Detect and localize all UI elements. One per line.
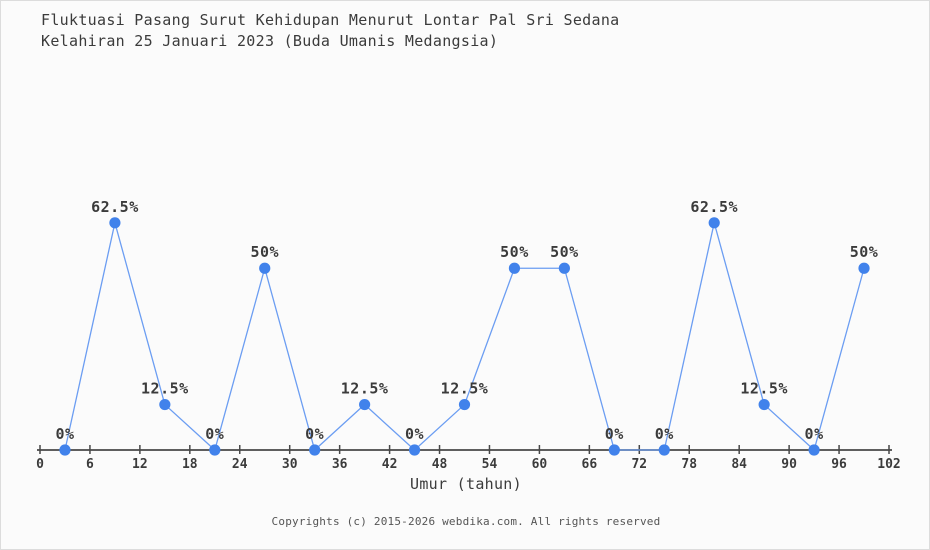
x-tick-label: 54 xyxy=(482,457,498,472)
data-point-label: 0% xyxy=(605,425,624,443)
chart-title: Fluktuasi Pasang Surut Kehidupan Menurut… xyxy=(41,10,620,52)
data-point xyxy=(458,398,471,411)
data-point-label: 0% xyxy=(405,425,424,443)
data-point xyxy=(159,398,171,411)
data-point xyxy=(309,444,321,456)
x-tick-label: 36 xyxy=(332,457,348,472)
x-tick-label: 48 xyxy=(432,457,448,472)
x-tick-label: 18 xyxy=(182,457,198,472)
data-point-label: 12.5% xyxy=(740,380,788,398)
data-point xyxy=(608,444,620,456)
x-tick-label: 96 xyxy=(831,457,847,472)
data-point xyxy=(508,262,521,274)
data-point xyxy=(708,217,720,229)
data-point xyxy=(858,262,870,274)
x-tick-label: 66 xyxy=(582,457,598,472)
x-tick-label: 72 xyxy=(631,457,647,472)
copyright-text: Copyrights (c) 2015-2026 webdika.com. Al… xyxy=(271,515,661,528)
x-tick-label: 12 xyxy=(132,457,148,472)
x-tick-label: 30 xyxy=(282,457,298,472)
data-point-label: 0% xyxy=(805,425,824,443)
x-tick-label: 0 xyxy=(36,457,44,472)
data-point-label: 50% xyxy=(250,243,279,261)
data-point xyxy=(758,398,770,411)
chart-title-line2: Kelahiran 25 Januari 2023 (Buda Umanis M… xyxy=(41,32,499,50)
x-tick-label: 84 xyxy=(731,457,747,472)
data-point-label: 12.5% xyxy=(341,380,389,398)
data-point xyxy=(109,217,121,229)
data-point xyxy=(658,444,670,456)
data-point-label: 0% xyxy=(305,425,324,443)
x-tick-label: 60 xyxy=(532,457,548,472)
data-point-label: 12.5% xyxy=(441,380,489,398)
data-point xyxy=(408,444,421,456)
x-tick-label: 6 xyxy=(86,457,94,472)
data-line xyxy=(64,222,865,452)
data-point xyxy=(209,444,221,456)
x-tick-label: 42 xyxy=(382,457,398,472)
x-axis-title: Umur (tahun) xyxy=(410,475,522,493)
data-point-label: 0% xyxy=(655,425,674,443)
data-point-label: 62.5% xyxy=(690,198,738,216)
x-tick-label: 78 xyxy=(681,457,697,472)
data-point xyxy=(808,444,820,456)
data-point-label: 12.5% xyxy=(141,380,189,398)
data-point-label: 50% xyxy=(550,243,579,261)
data-point-label: 50% xyxy=(500,243,529,261)
chart-title-line1: Fluktuasi Pasang Surut Kehidupan Menurut… xyxy=(41,11,620,29)
data-point xyxy=(359,398,371,411)
data-point-label: 0% xyxy=(55,425,74,443)
data-point xyxy=(259,262,271,274)
x-tick-label: 90 xyxy=(781,457,797,472)
data-point-label: 50% xyxy=(850,243,879,261)
x-tick-label: 102 xyxy=(877,457,900,472)
data-point-label: 62.5% xyxy=(91,198,139,216)
data-point-label: 0% xyxy=(205,425,224,443)
x-tick-label: 24 xyxy=(232,457,248,472)
data-point xyxy=(558,262,570,274)
data-point xyxy=(59,444,71,456)
